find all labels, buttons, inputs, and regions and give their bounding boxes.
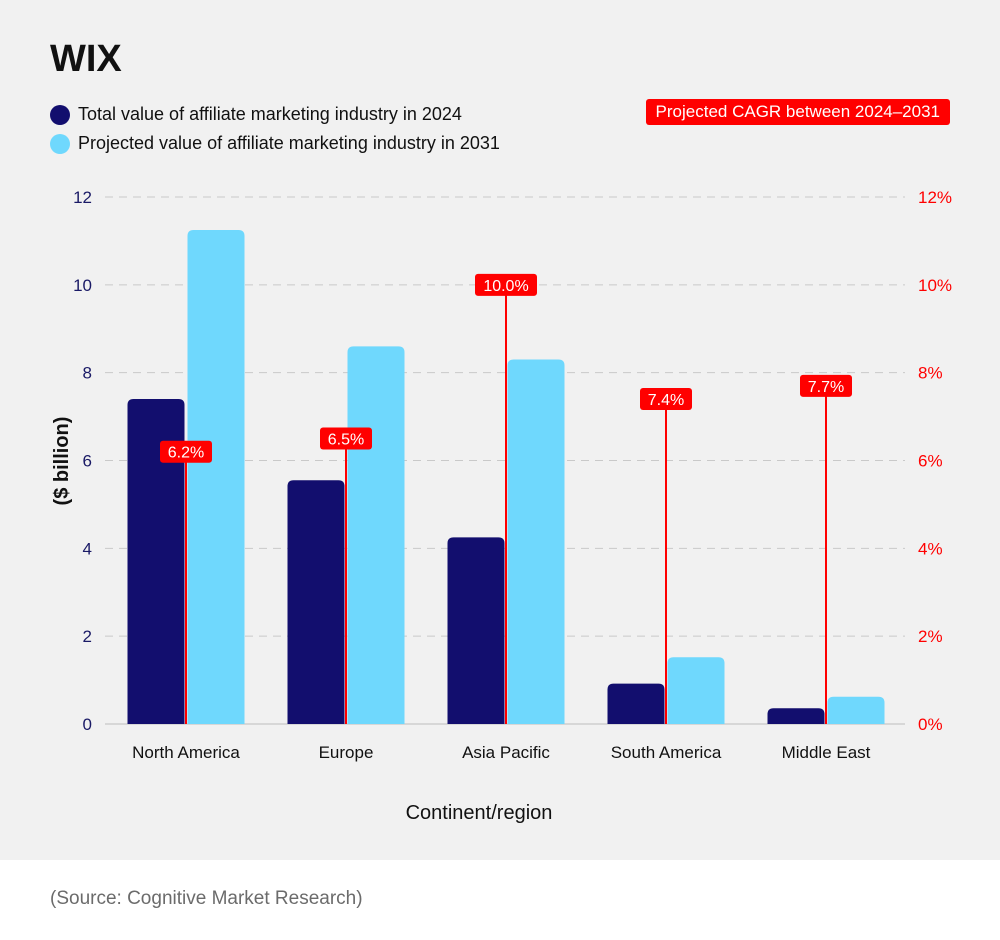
- cagr-label: 7.4%: [648, 392, 684, 409]
- legend-item-2024: Total value of affiliate marketing indus…: [50, 100, 500, 129]
- bar-2024: [447, 537, 505, 724]
- cagr-label-box: [475, 273, 537, 296]
- y-tick-label: 10: [73, 276, 92, 295]
- cagr-label: 6.5%: [328, 432, 364, 449]
- chart-legend: Total value of affiliate marketing indus…: [50, 100, 500, 158]
- y2-tick-label: 0%: [918, 715, 943, 734]
- bar-2031: [667, 657, 725, 724]
- x-tick-label: Asia Pacific: [462, 743, 550, 762]
- bar-2024: [127, 399, 185, 724]
- y-axis-title: ($ billion): [51, 417, 73, 506]
- bar-2031: [507, 359, 565, 724]
- cagr-label-box: [160, 440, 212, 463]
- y2-tick-label: 4%: [918, 539, 943, 558]
- x-tick-label: Europe: [319, 743, 374, 762]
- y-tick-label: 4: [83, 539, 92, 558]
- y-tick-label: 8: [83, 364, 92, 383]
- cagr-label-box: [320, 427, 372, 450]
- y2-tick-label: 8%: [918, 364, 943, 383]
- legend-label-2024: Total value of affiliate marketing indus…: [78, 104, 462, 124]
- wix-logo: WIX: [50, 38, 122, 80]
- cagr-label-box: [800, 374, 852, 397]
- y2-tick-label: 2%: [918, 627, 943, 646]
- y-tick-label: 12: [73, 188, 92, 207]
- legend-item-2031: Projected value of affiliate marketing i…: [50, 129, 500, 158]
- cagr-label: 7.7%: [808, 379, 844, 396]
- legend-label-2031: Projected value of affiliate marketing i…: [78, 133, 500, 153]
- bar-chart: 0 2 4 6 8 10 12 0% 2% 4% 6% 8% 10% 12% 6.2% 6.5% 10.0% 7.…: [51, 188, 952, 824]
- y2-tick-label: 12%: [918, 188, 952, 207]
- cagr-label: 6.2%: [168, 445, 204, 462]
- y-tick-label: 6: [83, 452, 92, 471]
- x-tick-label: North America: [132, 743, 240, 762]
- y-tick-label: 2: [83, 627, 92, 646]
- legend-swatch-2024: [50, 104, 70, 125]
- y-tick-label: 0: [83, 715, 92, 734]
- source-note: (Source: Cognitive Market Research): [50, 888, 363, 909]
- bar-2031: [827, 696, 885, 724]
- x-tick-label: South America: [611, 743, 722, 762]
- legend-cagr-tag: Projected CAGR between 2024–2031: [645, 99, 950, 125]
- cagr-label: 10.0%: [483, 278, 528, 295]
- x-axis-title: Continent/region: [406, 802, 553, 824]
- bar-2024: [607, 683, 665, 724]
- chart-card: WIX Total value of affiliate marketing i…: [0, 0, 1000, 860]
- y2-tick-label: 10%: [918, 276, 952, 295]
- legend-swatch-2031: [50, 133, 70, 154]
- bar-2024: [287, 480, 345, 724]
- y2-tick-label: 6%: [918, 452, 943, 471]
- x-tick-label: Middle East: [782, 743, 871, 762]
- cagr-label-box: [640, 388, 692, 411]
- bar-2024: [767, 708, 825, 724]
- bar-2031: [187, 229, 245, 724]
- bar-2031: [347, 346, 405, 724]
